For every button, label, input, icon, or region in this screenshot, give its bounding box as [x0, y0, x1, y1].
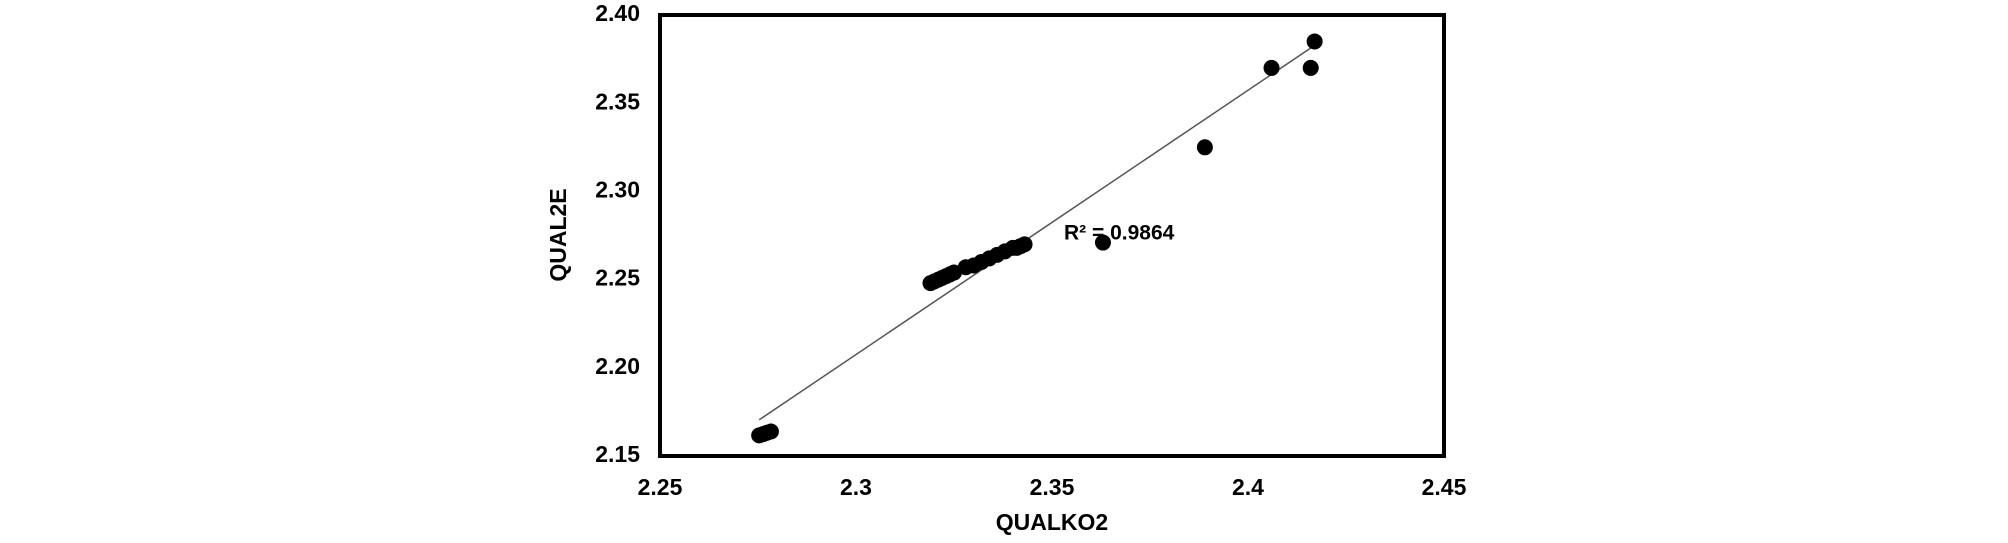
point — [1263, 59, 1280, 76]
y-tick-label: 2.20 — [595, 353, 640, 379]
point — [1016, 236, 1033, 253]
point — [1094, 234, 1111, 251]
x-tick-label: 2.45 — [1422, 474, 1467, 500]
y-tick-label: 2.30 — [595, 176, 640, 202]
point — [762, 423, 779, 440]
x-tick-label: 2.35 — [1030, 474, 1075, 500]
trendline — [758, 45, 1315, 421]
point — [1306, 33, 1323, 50]
annotation: R² = 0.9864 — [1064, 222, 1175, 245]
y-tick-label: 2.40 — [595, 0, 640, 26]
point — [1302, 59, 1319, 76]
y-tick-label: 2.35 — [595, 88, 640, 114]
x-tick-label: 2.4 — [1232, 474, 1264, 500]
x-tick-label: 2.25 — [638, 474, 683, 500]
y-tick-label: 2.15 — [595, 441, 640, 467]
plot-frame — [658, 13, 1446, 458]
point — [1196, 139, 1213, 156]
y-axis-title: QUAL2E — [545, 188, 571, 281]
x-tick-label: 2.3 — [840, 474, 872, 500]
x-axis-title: QUALKO2 — [996, 509, 1108, 535]
y-tick-label: 2.25 — [595, 265, 640, 291]
